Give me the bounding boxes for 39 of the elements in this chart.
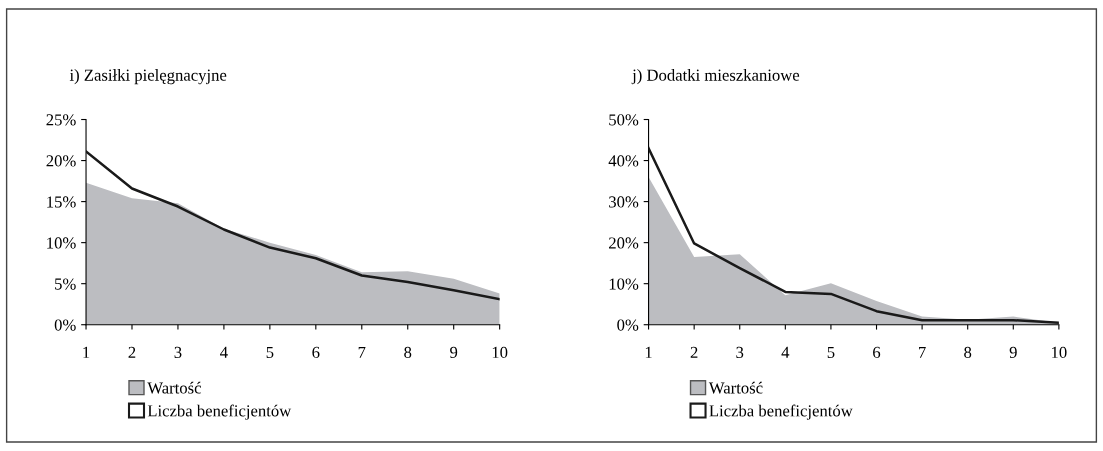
y-tick-label: 15% [47, 196, 76, 208]
chart-title: j) Dodatki mieszkaniowe [631, 69, 800, 85]
line-series [86, 150, 500, 301]
x-tick-label: 1 [645, 346, 652, 358]
x-tick-label: 9 [1009, 346, 1017, 358]
y-tick-label: 5% [55, 278, 76, 290]
x-tick-label: 6 [312, 346, 320, 358]
y-tick-label: 30% [609, 196, 639, 208]
y-tick-label: 10% [47, 237, 76, 249]
y-tick-label: 20% [609, 237, 639, 249]
x-tick-label: 1 [83, 346, 90, 358]
x-tick-label: 3 [174, 346, 182, 358]
x-tick-label: 7 [919, 346, 926, 358]
legend-label: Liczba beneficjentów [147, 404, 292, 420]
y-tick-label: 0% [617, 319, 639, 331]
x-tick-label: 10 [492, 346, 508, 358]
x-tick-label: 6 [873, 346, 881, 358]
x-tick-label: 5 [266, 346, 274, 358]
x-tick-label: 4 [781, 346, 790, 358]
x-tick-label: 2 [690, 346, 698, 358]
x-tick-label: 10 [1052, 346, 1067, 358]
x-tick-label: 2 [128, 346, 136, 358]
legend-label: Liczba beneficjentów [709, 404, 853, 420]
x-tick-label: 8 [964, 346, 972, 358]
x-tick-label: 5 [827, 346, 835, 358]
y-tick-label: 20% [46, 155, 76, 167]
chart-title: i) Zasiłki pielęgnacyjne [69, 69, 227, 85]
y-tick-label: 50% [609, 114, 639, 126]
x-tick-label: 7 [358, 346, 366, 358]
x-tick-label: 9 [450, 346, 458, 358]
legend-label: Wartość [147, 381, 202, 394]
legend-label: Wartość [708, 381, 763, 394]
y-tick-label: 10% [609, 278, 639, 290]
y-tick-label: 40% [608, 155, 639, 167]
y-tick-label: 0% [54, 319, 76, 331]
x-tick-label: 8 [404, 346, 412, 358]
x-tick-label: 4 [220, 346, 228, 358]
x-tick-label: 3 [736, 346, 744, 358]
y-tick-label: 25% [46, 114, 76, 126]
